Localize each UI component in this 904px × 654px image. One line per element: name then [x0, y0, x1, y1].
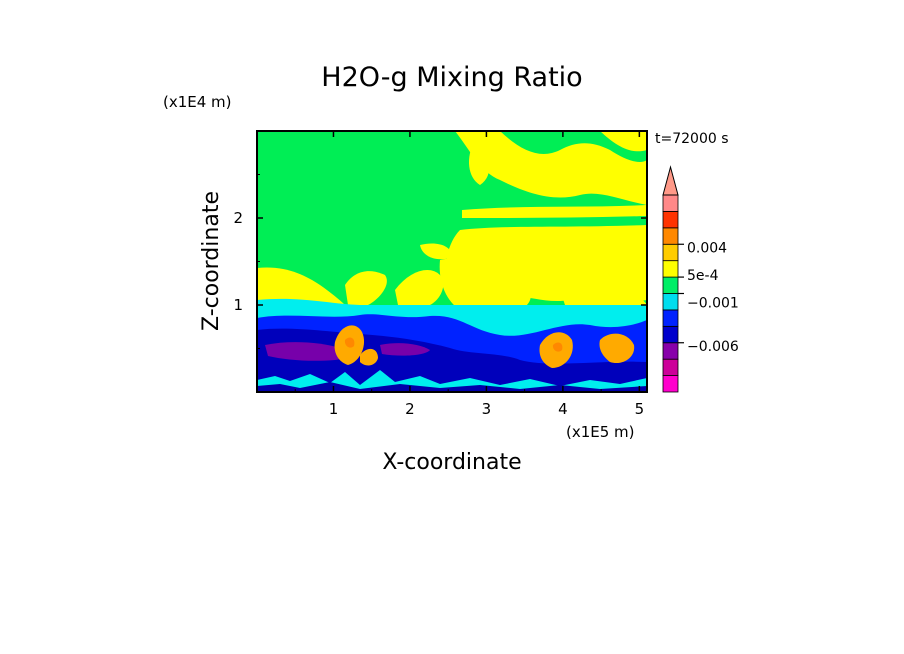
time-label: t=72000 s: [655, 131, 729, 147]
colorbar-segment: [662, 293, 679, 311]
y-tick-label: 2: [233, 209, 243, 227]
colorbar-segment: [662, 211, 679, 229]
chart-title: H2O-g Mixing Ratio: [321, 62, 582, 93]
colorbar-tick-label: −0.001: [687, 296, 739, 312]
contour-plot-area: [257, 131, 647, 392]
colorbar-tick-label: 5e-4: [687, 268, 719, 284]
colorbar-segment: [662, 342, 679, 360]
colorbar-segment: [662, 375, 679, 393]
x-tick-label: 5: [635, 400, 645, 418]
x-tick-label: 1: [329, 400, 339, 418]
colorbar-segment: [662, 276, 679, 294]
colorbar-tick-label: 0.004: [687, 240, 727, 256]
yellow-filaments: [257, 131, 647, 310]
x-tick-label: 2: [405, 400, 415, 418]
colorbar-segment: [662, 325, 679, 344]
y-tick-label: 1: [233, 296, 243, 314]
colorbar: [662, 165, 679, 393]
colorbar-segment: [662, 358, 679, 376]
x-tick-label: 3: [482, 400, 492, 418]
y-axis-label: Z-coordinate: [199, 191, 224, 331]
colorbar-labels: 0.004 5e-4 −0.001 −0.006: [678, 240, 739, 355]
x-axis-ticks: 1 2 3 4 5: [294, 131, 645, 418]
x-axis-label: X-coordinate: [382, 450, 521, 475]
y-axis-ticks: 12: [233, 174, 647, 349]
x-multiplier-label: (x1E5 m): [566, 423, 635, 441]
colorbar-segment: [662, 194, 679, 212]
colorbar-segment: [662, 260, 679, 278]
colorbar-segment: [662, 227, 679, 245]
y-multiplier-label: (x1E4 m): [163, 93, 232, 111]
violet-core: [265, 342, 348, 361]
colorbar-extend-arrow: [662, 165, 679, 196]
colorbar-segment: [662, 309, 679, 327]
colorbar-tick-label: −0.006: [687, 339, 739, 355]
x-tick-label: 4: [558, 400, 568, 418]
colorbar-segment: [662, 243, 679, 262]
